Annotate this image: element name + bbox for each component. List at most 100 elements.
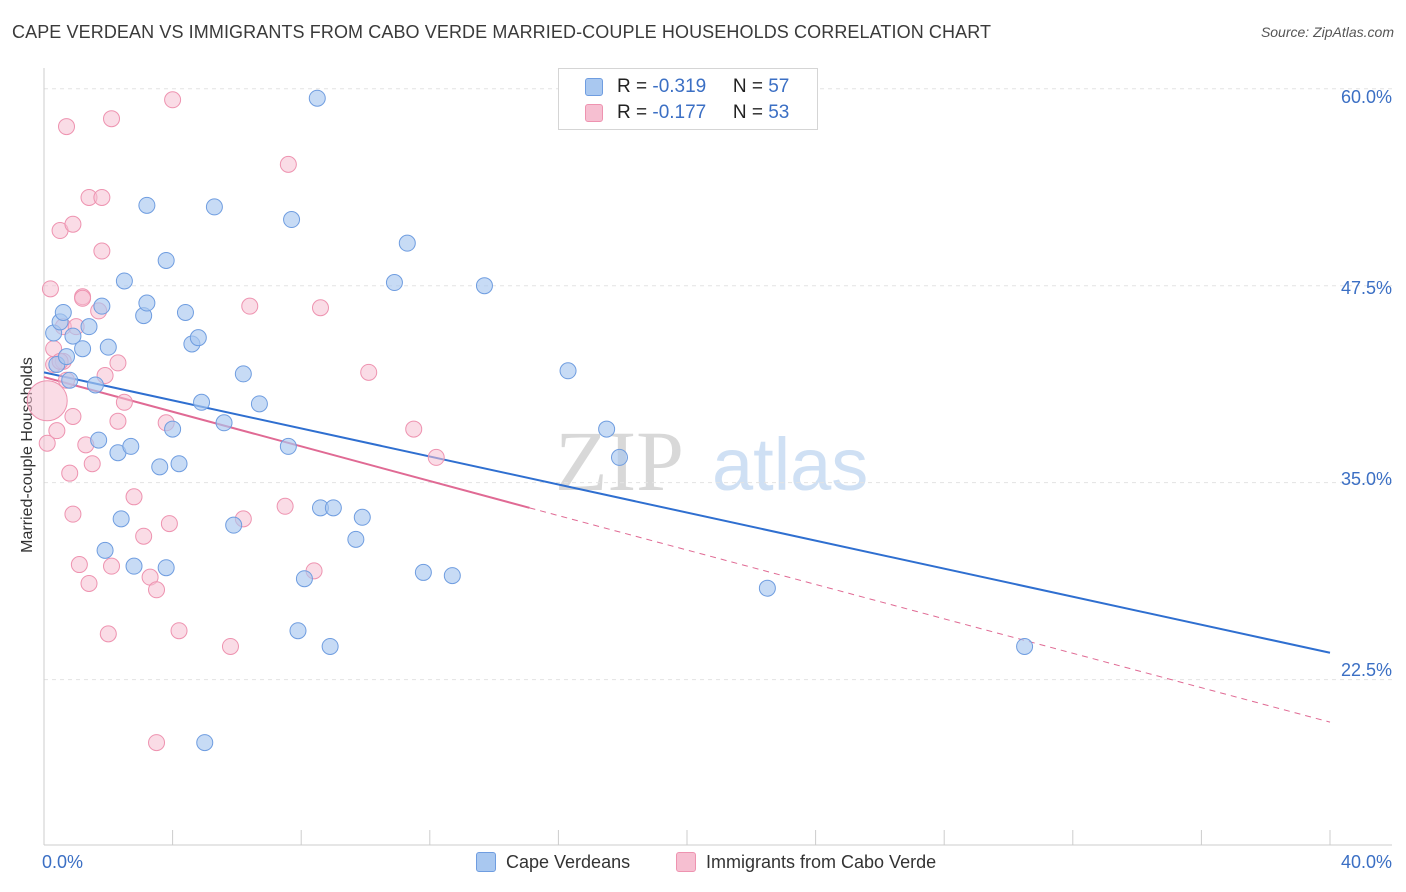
legend-r-label: R = [617,76,653,97]
data-point-immigrants [279,155,297,173]
data-point-immigrants [64,407,82,425]
data-point-cape-verdeans [475,277,493,295]
data-point-immigrants [221,637,239,655]
data-point-cape-verdeans [176,303,194,321]
data-point-cape-verdeans [215,414,233,432]
data-point-immigrants [109,354,127,372]
bottom-legend-cape-verdeans: Cape Verdeans [476,852,630,873]
bottom-legend-label-2: Immigrants from Cabo Verde [706,852,937,872]
data-point-immigrants [83,455,101,473]
legend-n-value: 53 [768,102,790,123]
data-point-cape-verdeans [193,393,211,411]
data-point-immigrants [103,557,121,575]
data-point-cape-verdeans [205,198,223,216]
chart-title: CAPE VERDEAN VS IMMIGRANTS FROM CABO VER… [12,22,992,42]
data-point-cape-verdeans [1016,637,1034,655]
data-point-immigrants [48,422,66,440]
data-point-cape-verdeans [138,196,156,214]
data-point-cape-verdeans [758,579,776,597]
trend-line-cape-verdeans [43,371,1331,654]
data-point-immigrants [135,527,153,545]
data-point-cape-verdeans [157,251,175,269]
y-tick-label-22-5: 22.5% [1340,660,1392,680]
data-point-immigrants [103,110,121,128]
bottom-legend-label-1: Cape Verdeans [506,852,631,872]
data-point-cape-verdeans [170,455,188,473]
data-point-immigrants [80,574,98,592]
stats-legend: R = -0.319 N = 57 R = -0.177 N = 53 [558,68,818,130]
trend-lines [43,371,1331,723]
axes [43,68,1392,846]
data-point-immigrants [70,556,88,574]
data-point-cape-verdeans [610,448,628,466]
data-point-cape-verdeans [86,376,104,394]
data-point-immigrants [38,434,56,452]
data-point-cape-verdeans [598,420,616,438]
data-point-cape-verdeans [308,89,326,107]
data-point-cape-verdeans [324,499,342,517]
data-point-immigrants [276,497,294,515]
data-point-immigrants [405,420,423,438]
data-point-cape-verdeans [93,297,111,315]
data-point-cape-verdeans [385,274,403,292]
data-point-cape-verdeans [234,365,252,383]
data-point-cape-verdeans [347,530,365,548]
data-points [26,89,1034,752]
legend-n-label: N = [732,102,769,123]
legend-swatch-blue [585,78,603,96]
data-point-cape-verdeans [54,303,72,321]
legend-r-value: -0.177 [652,102,707,123]
data-point-immigrants [99,625,117,643]
data-point-cape-verdeans [138,294,156,312]
data-point-cape-verdeans [90,431,108,449]
data-point-cape-verdeans [289,622,307,640]
y-tick-label-47-5: 47.5% [1340,278,1392,298]
trend-line-immigrants-extrapolated [529,507,1331,723]
data-point-cape-verdeans [74,340,92,358]
data-point-immigrants [26,380,68,422]
data-point-cape-verdeans [61,371,79,389]
legend-r-value: -0.319 [652,76,707,97]
y-tick-label-60: 60.0% [1340,87,1392,107]
data-point-cape-verdeans [321,637,339,655]
watermark-atlas: atlas [712,423,868,506]
data-point-cape-verdeans [96,541,114,559]
data-point-immigrants [241,297,259,315]
data-point-cape-verdeans [295,570,313,588]
legend-n-value: 57 [768,76,790,97]
data-point-immigrants [160,515,178,533]
x-tick-label-max: 40.0% [1340,852,1392,872]
data-point-immigrants [109,412,127,430]
bottom-legend-swatch-blue [476,852,496,872]
data-point-cape-verdeans [64,327,82,345]
data-point-immigrants [148,581,166,599]
data-point-immigrants [93,242,111,260]
x-tick-label-min: 0.0% [42,852,84,872]
data-point-cape-verdeans [250,395,268,413]
legend-n-label: N = [732,76,769,97]
data-point-cape-verdeans [157,559,175,577]
bottom-legend-swatch-pink [676,852,696,872]
data-point-cape-verdeans [115,272,133,290]
data-point-cape-verdeans [225,516,243,534]
data-point-immigrants [170,622,188,640]
data-point-cape-verdeans [353,508,371,526]
data-point-immigrants [41,280,59,298]
y-tick-label-35: 35.0% [1340,469,1392,489]
data-point-immigrants [311,299,329,317]
data-point-immigrants [74,289,92,307]
data-point-cape-verdeans [80,318,98,336]
legend-r-label: R = [617,102,653,123]
bottom-legend-immigrants: Immigrants from Cabo Verde [676,852,936,873]
data-point-cape-verdeans [58,348,76,366]
data-point-immigrants [360,363,378,381]
data-point-cape-verdeans [125,557,143,575]
data-point-immigrants [115,393,133,411]
data-point-immigrants [58,118,76,136]
data-point-cape-verdeans [151,458,169,476]
data-point-cape-verdeans [279,437,297,455]
data-point-cape-verdeans [443,567,461,585]
data-point-immigrants [64,505,82,523]
legend-swatch-pink [585,104,603,122]
